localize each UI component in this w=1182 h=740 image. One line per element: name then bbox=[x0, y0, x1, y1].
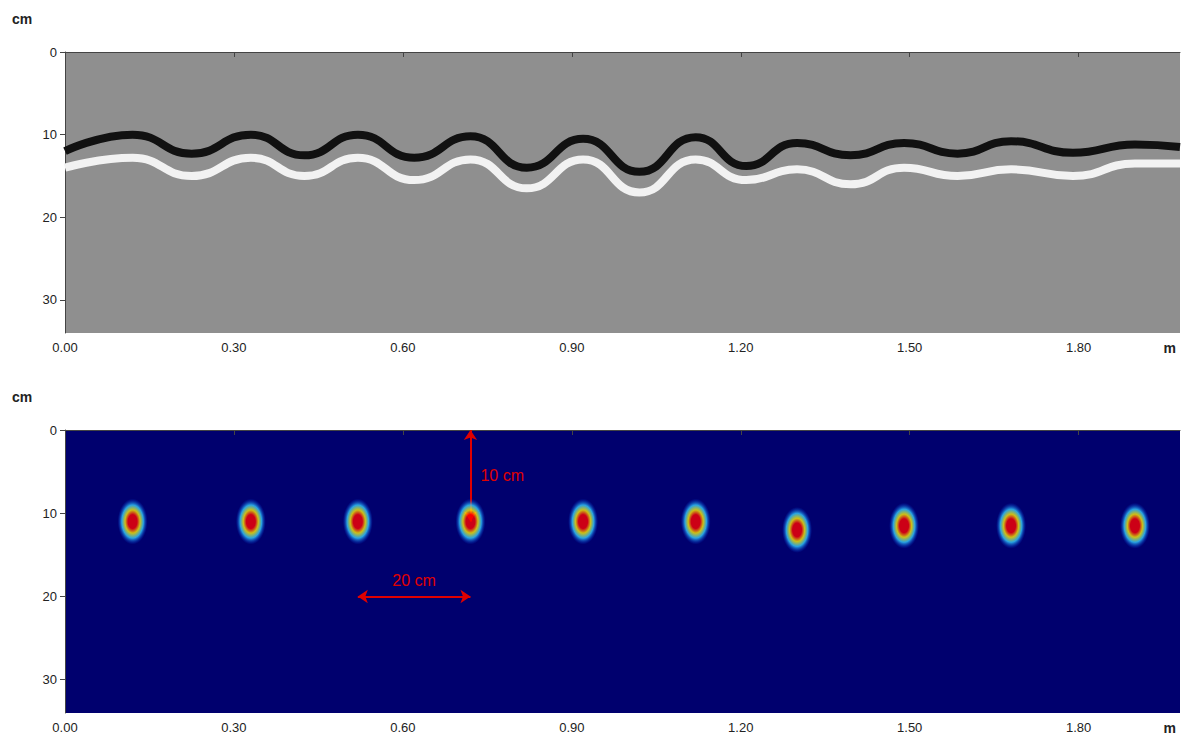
svg-text:cm: cm bbox=[12, 11, 32, 27]
svg-text:m: m bbox=[1164, 340, 1176, 356]
svg-text:1.80: 1.80 bbox=[1066, 720, 1091, 735]
svg-text:10: 10 bbox=[43, 506, 57, 521]
svg-text:0: 0 bbox=[50, 45, 57, 60]
svg-text:10 cm: 10 cm bbox=[480, 467, 524, 484]
svg-text:0.90: 0.90 bbox=[559, 340, 584, 355]
svg-text:20 cm: 20 cm bbox=[392, 572, 436, 589]
svg-text:0.30: 0.30 bbox=[221, 340, 246, 355]
svg-text:10: 10 bbox=[43, 127, 57, 142]
svg-text:20: 20 bbox=[43, 210, 57, 225]
svg-text:0.00: 0.00 bbox=[52, 340, 77, 355]
svg-text:1.80: 1.80 bbox=[1066, 340, 1091, 355]
svg-text:1.20: 1.20 bbox=[728, 720, 753, 735]
svg-text:1.20: 1.20 bbox=[728, 340, 753, 355]
svg-text:0.60: 0.60 bbox=[390, 720, 415, 735]
svg-text:m: m bbox=[1164, 720, 1176, 736]
svg-text:0.60: 0.60 bbox=[390, 340, 415, 355]
svg-text:0.90: 0.90 bbox=[559, 720, 584, 735]
svg-text:30: 30 bbox=[43, 672, 57, 687]
svg-text:1.50: 1.50 bbox=[897, 340, 922, 355]
svg-text:0: 0 bbox=[50, 423, 57, 438]
svg-text:1.50: 1.50 bbox=[897, 720, 922, 735]
svg-text:20: 20 bbox=[43, 589, 57, 604]
svg-text:30: 30 bbox=[43, 292, 57, 307]
svg-text:cm: cm bbox=[12, 389, 32, 405]
svg-text:0.30: 0.30 bbox=[221, 720, 246, 735]
svg-text:0.00: 0.00 bbox=[52, 720, 77, 735]
